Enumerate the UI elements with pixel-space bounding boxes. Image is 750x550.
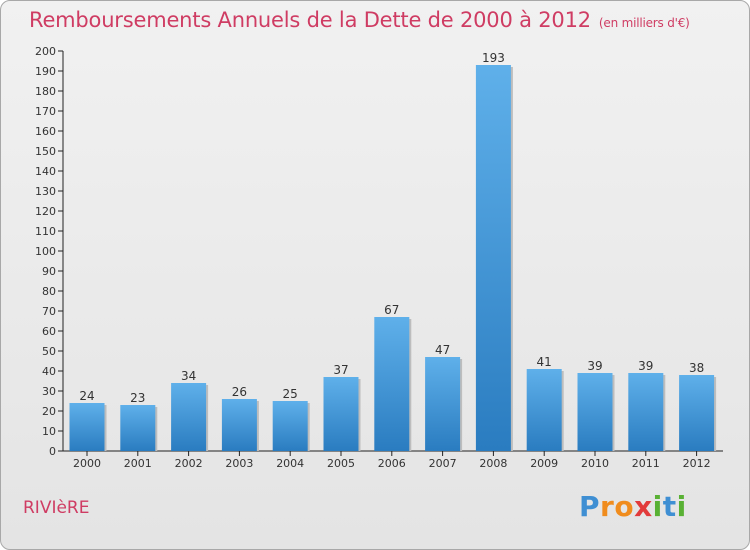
chart-subtitle: (en milliers d'€)	[598, 16, 690, 30]
y-tick-label: 120	[35, 205, 56, 218]
x-tick-label: 2001	[124, 457, 152, 470]
data-label: 41	[537, 355, 552, 369]
bar	[374, 317, 410, 451]
bar	[628, 373, 664, 451]
chart-title-text: Remboursements Annuels de la Dette de 20…	[29, 8, 591, 32]
data-label: 24	[79, 389, 94, 403]
y-tick-label: 200	[35, 45, 56, 58]
data-label: 34	[181, 369, 196, 383]
bar	[272, 401, 308, 451]
data-label: 67	[384, 303, 399, 317]
y-tick-label: 110	[35, 225, 56, 238]
y-tick-label: 80	[42, 285, 56, 298]
data-label: 37	[333, 363, 348, 377]
y-tick-label: 100	[35, 245, 56, 258]
bar	[221, 399, 257, 451]
bar	[526, 369, 562, 451]
x-tick-label: 2005	[327, 457, 355, 470]
bar	[323, 377, 359, 451]
y-tick-label: 170	[35, 105, 56, 118]
chart-title: Remboursements Annuels de la Dette de 20…	[29, 8, 690, 32]
data-label: 26	[232, 385, 247, 399]
y-tick-label: 160	[35, 125, 56, 138]
y-tick-label: 40	[42, 365, 56, 378]
y-tick-label: 180	[35, 85, 56, 98]
y-tick-label: 130	[35, 185, 56, 198]
proxiti-logo: Proxiti	[579, 490, 687, 523]
y-tick-label: 150	[35, 145, 56, 158]
x-tick-label: 2007	[429, 457, 457, 470]
bar	[577, 373, 613, 451]
x-tick-label: 2004	[276, 457, 304, 470]
bar	[69, 403, 105, 451]
x-tick-label: 2008	[479, 457, 507, 470]
y-tick-label: 140	[35, 165, 56, 178]
data-label: 193	[482, 51, 505, 65]
data-label: 47	[435, 343, 450, 357]
y-tick-label: 0	[49, 445, 56, 458]
x-tick-label: 2010	[581, 457, 609, 470]
commune-name: RIVIèRE	[23, 498, 90, 518]
x-tick-label: 2009	[530, 457, 558, 470]
y-tick-label: 190	[35, 65, 56, 78]
data-label: 25	[283, 387, 298, 401]
x-tick-label: 2006	[378, 457, 406, 470]
y-tick-label: 10	[42, 425, 56, 438]
x-tick-label: 2002	[175, 457, 203, 470]
y-tick-label: 20	[42, 405, 56, 418]
y-tick-label: 30	[42, 385, 56, 398]
y-tick-label: 70	[42, 305, 56, 318]
bar	[679, 375, 715, 451]
x-tick-label: 2011	[632, 457, 660, 470]
data-label: 38	[689, 361, 704, 375]
x-tick-label: 2003	[225, 457, 253, 470]
data-label: 23	[130, 391, 145, 405]
y-tick-label: 60	[42, 325, 56, 338]
bar	[475, 65, 511, 451]
y-tick-label: 90	[42, 265, 56, 278]
x-tick-label: 2012	[683, 457, 711, 470]
y-tick-label: 50	[42, 345, 56, 358]
bar	[120, 405, 156, 451]
data-label: 39	[587, 359, 602, 373]
bar	[425, 357, 461, 451]
bar	[171, 383, 207, 451]
data-label: 39	[638, 359, 653, 373]
x-tick-label: 2000	[73, 457, 101, 470]
